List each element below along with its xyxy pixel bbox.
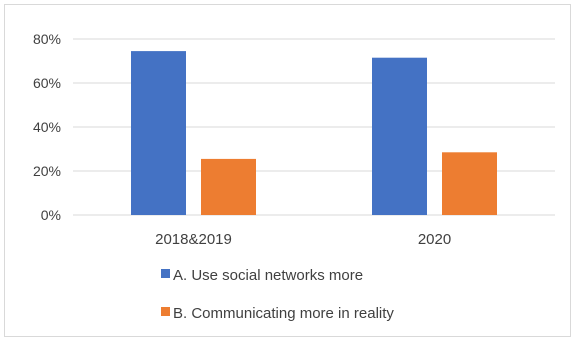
bar-b-0 bbox=[201, 158, 256, 215]
bar-b-1 bbox=[442, 152, 497, 215]
legend-label-1: B. Communicating more in reality bbox=[173, 305, 394, 322]
x-axis-category-labels: 2018&2019 2020 bbox=[155, 231, 451, 248]
legend-label-0: A. Use social networks more bbox=[173, 267, 363, 284]
legend-swatch-0 bbox=[161, 269, 170, 278]
legend-swatch-1 bbox=[161, 307, 170, 316]
y-tick-label-80: 80% bbox=[33, 31, 61, 47]
y-tick-label-0: 0% bbox=[41, 207, 61, 223]
x-category-label-1: 2020 bbox=[418, 231, 451, 248]
y-tick-label-40: 40% bbox=[33, 119, 61, 135]
x-category-label-0: 2018&2019 bbox=[155, 231, 232, 248]
y-tick-label-20: 20% bbox=[33, 163, 61, 179]
bars bbox=[131, 51, 497, 216]
legend: A. Use social networks more B. Communicat… bbox=[161, 267, 394, 322]
y-axis-tick-labels: 0% 20% 40% 60% 80% bbox=[33, 31, 61, 223]
bar-a-0 bbox=[131, 51, 186, 215]
bar-a-1 bbox=[372, 57, 427, 216]
y-tick-label-60: 60% bbox=[33, 75, 61, 91]
